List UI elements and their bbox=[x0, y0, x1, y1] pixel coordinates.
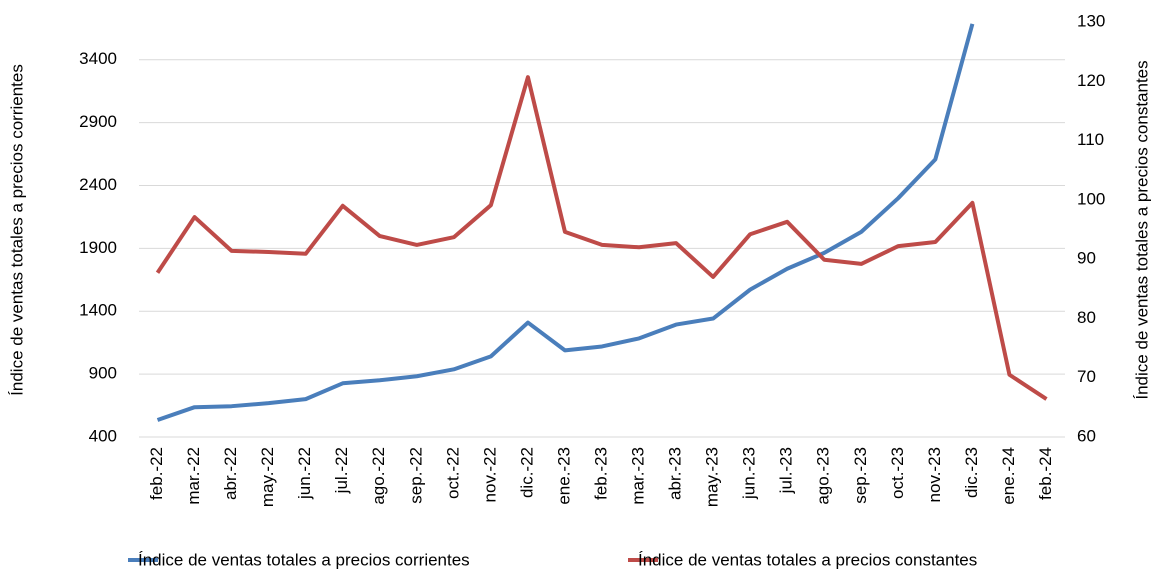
y2-tick-label: 120 bbox=[1077, 71, 1105, 90]
x-tick-label: mar.-23 bbox=[629, 447, 648, 505]
y-tick-label: 400 bbox=[89, 426, 117, 445]
y2-tick-label: 60 bbox=[1077, 426, 1096, 445]
x-tick-label: abr.-23 bbox=[666, 447, 685, 500]
x-tick-label: nov.-22 bbox=[480, 447, 499, 502]
x-tick-label: may.-23 bbox=[703, 447, 722, 507]
y-tick-label: 900 bbox=[89, 364, 117, 383]
x-tick-label: jun.-23 bbox=[740, 447, 759, 500]
x-tick-label: may.-22 bbox=[258, 447, 277, 507]
x-tick-label: jul.-22 bbox=[332, 447, 351, 494]
y2-tick-label: 90 bbox=[1077, 249, 1096, 268]
x-tick-label: jul.-23 bbox=[777, 447, 796, 494]
x-tick-label: nov.-23 bbox=[925, 447, 944, 502]
y-axis-title: Índice de ventas totales a precios corri… bbox=[7, 64, 26, 396]
y2-tick-label: 70 bbox=[1077, 367, 1096, 386]
x-tick-label: sep.-22 bbox=[406, 447, 425, 504]
x-tick-label: jun.-22 bbox=[295, 447, 314, 500]
x-tick-label: ene.-24 bbox=[999, 447, 1018, 505]
x-tick-label: dic.-23 bbox=[962, 447, 981, 498]
x-tick-label: ago.-22 bbox=[369, 447, 388, 505]
y-tick-label: 2400 bbox=[79, 175, 117, 194]
y-tick-label: 2900 bbox=[79, 112, 117, 131]
x-tick-label: feb.-24 bbox=[1036, 447, 1055, 500]
x-tick-label: mar.-22 bbox=[184, 447, 203, 505]
y2-tick-label: 110 bbox=[1077, 130, 1104, 149]
x-tick-label: sep.-23 bbox=[851, 447, 870, 504]
legend-label: Índice de ventas totales a precios const… bbox=[638, 550, 977, 569]
y-tick-label: 1400 bbox=[79, 301, 117, 320]
series-line bbox=[156, 23, 975, 422]
y-tick-label: 1900 bbox=[79, 238, 117, 257]
x-tick-label: ago.-23 bbox=[814, 447, 833, 505]
x-tick-label: oct.-23 bbox=[888, 447, 907, 499]
y2-tick-label: 100 bbox=[1077, 189, 1105, 208]
x-tick-label: ene.-23 bbox=[554, 447, 573, 505]
y2-tick-label: 130 bbox=[1077, 11, 1105, 30]
x-tick-label: abr.-22 bbox=[221, 447, 240, 500]
series-line bbox=[155, 75, 1048, 401]
x-tick-label: feb.-22 bbox=[147, 447, 166, 500]
x-tick-label: dic.-22 bbox=[517, 447, 536, 498]
y-tick-label: 3400 bbox=[79, 49, 117, 68]
x-tick-label: feb.-23 bbox=[591, 447, 610, 500]
x-tick-label: oct.-22 bbox=[443, 447, 462, 499]
y2-axis-title: Índice de ventas totales a precios const… bbox=[1132, 60, 1151, 399]
y2-tick-label: 80 bbox=[1077, 308, 1096, 327]
legend-label: Índice de ventas totales a precios corri… bbox=[138, 550, 470, 569]
